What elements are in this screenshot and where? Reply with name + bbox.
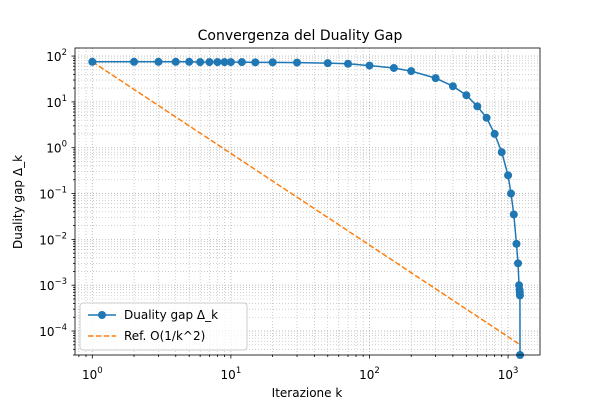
data-point-duality-gap xyxy=(185,57,194,66)
x-tick-label: 100 xyxy=(82,366,103,382)
data-point-duality-gap xyxy=(462,91,471,100)
y-tick-label-exponent: 1 xyxy=(62,94,67,104)
series-layer xyxy=(88,57,525,359)
data-point-duality-gap xyxy=(293,58,302,67)
data-point-duality-gap xyxy=(130,57,139,66)
plot-frame xyxy=(74,47,541,356)
data-point-duality-gap xyxy=(407,67,416,76)
data-point-duality-gap xyxy=(196,58,205,67)
data-point-duality-gap xyxy=(154,57,163,66)
data-point-duality-gap xyxy=(448,82,457,91)
data-point-duality-gap xyxy=(507,189,516,198)
data-point-duality-gap xyxy=(389,63,398,72)
x-tick-label: 103 xyxy=(498,366,519,382)
y-tick-label-base: 10 xyxy=(46,96,61,110)
data-point-duality-gap xyxy=(497,148,506,157)
data-point-duality-gap xyxy=(213,58,222,67)
data-point-duality-gap xyxy=(365,61,374,70)
y-tick-label-base: 10 xyxy=(46,142,61,156)
y-tick-label-base: 10 xyxy=(39,325,54,339)
y-tick-label-base: 10 xyxy=(39,279,54,293)
data-point-duality-gap xyxy=(515,291,524,300)
x-tick-label: 102 xyxy=(359,366,380,382)
y-tick-label-exponent: 0 xyxy=(62,140,67,150)
data-point-duality-gap xyxy=(205,58,214,67)
data-point-duality-gap xyxy=(482,113,491,122)
data-point-duality-gap xyxy=(344,59,353,68)
data-point-duality-gap xyxy=(512,239,521,248)
y-tick-label-exponent: −3 xyxy=(54,277,67,287)
y-tick-label-base: 10 xyxy=(39,188,54,202)
y-tick-label: 10−2 xyxy=(39,231,67,247)
grid-lines xyxy=(75,48,540,356)
y-tick-label-base: 10 xyxy=(46,50,61,64)
y-tick-label: 10−1 xyxy=(39,186,67,202)
y-tick-label: 10−4 xyxy=(39,323,67,339)
data-point-duality-gap xyxy=(323,59,332,68)
legend-marker-duality-gap xyxy=(98,311,106,319)
legend-label-reference: Ref. O(1/k^2) xyxy=(124,329,205,343)
data-point-duality-gap xyxy=(226,58,235,67)
data-point-duality-gap xyxy=(431,74,440,83)
y-tick-label-base: 10 xyxy=(39,233,54,247)
data-point-duality-gap xyxy=(251,58,260,67)
x-axis-title: Iterazione k xyxy=(272,386,343,400)
data-point-duality-gap xyxy=(509,210,518,219)
legend-box xyxy=(79,302,248,351)
y-tick-label: 101 xyxy=(46,94,67,110)
y-tick-label: 10−3 xyxy=(39,277,67,293)
x-tick-label-exponent: 1 xyxy=(236,366,241,376)
data-point-duality-gap xyxy=(88,57,97,66)
y-tick-label-exponent: −2 xyxy=(54,231,67,241)
legend: Duality gap Δ_k Ref. O(1/k^2) xyxy=(79,302,248,351)
data-point-duality-gap xyxy=(237,58,246,67)
x-tick-label-base: 10 xyxy=(221,368,236,382)
x-tick-label-exponent: 3 xyxy=(513,366,518,376)
x-tick-label-base: 10 xyxy=(498,368,513,382)
x-tick-label-base: 10 xyxy=(359,368,374,382)
y-axis-title: Duality gap Δ_k xyxy=(11,155,25,249)
x-tick-label-exponent: 2 xyxy=(374,366,379,376)
data-point-duality-gap xyxy=(220,58,229,67)
legend-label-duality-gap: Duality gap Δ_k xyxy=(124,308,218,322)
x-tick-label-base: 10 xyxy=(82,368,97,382)
data-point-duality-gap xyxy=(268,58,277,67)
data-point-duality-gap xyxy=(490,129,499,138)
x-tick-label: 101 xyxy=(221,366,242,382)
y-tick-label: 102 xyxy=(46,48,67,64)
y-tick-label-exponent: −4 xyxy=(54,323,67,333)
y-tick-label-exponent: −1 xyxy=(54,186,67,196)
data-point-duality-gap xyxy=(171,57,180,66)
data-point-duality-gap xyxy=(504,171,513,180)
chart-title: Convergenza del Duality Gap xyxy=(198,28,403,44)
x-tick-label-exponent: 0 xyxy=(97,366,102,376)
series-line-reference xyxy=(91,61,521,346)
data-point-duality-gap xyxy=(514,259,523,268)
y-tick-label: 100 xyxy=(46,140,67,156)
y-tick-label-exponent: 2 xyxy=(62,48,67,58)
data-point-duality-gap xyxy=(473,102,482,111)
